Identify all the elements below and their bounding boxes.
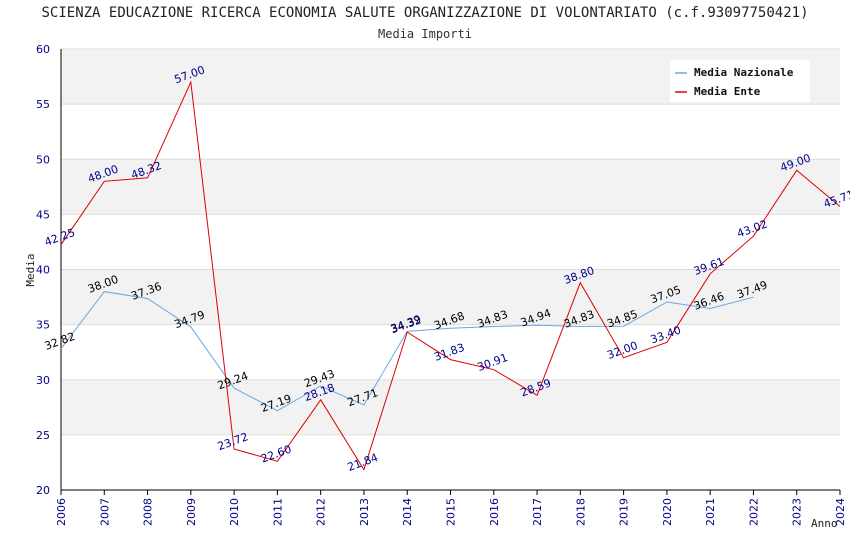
y-tick-label: 35 (36, 319, 50, 332)
y-tick-label: 55 (36, 98, 50, 111)
x-tick-label: 2013 (358, 498, 371, 526)
chart-subtitle: Media Importi (378, 27, 472, 41)
x-tick-label: 2012 (315, 498, 328, 526)
chart-title: SCIENZA EDUCAZIONE RICERCA ECONOMIA SALU… (41, 5, 809, 21)
legend-box (670, 60, 810, 102)
x-tick-label: 2022 (747, 498, 760, 526)
x-tick-labels: 2006 2007 2008 2009 2010 2011 2012 2013 2014 2015… (55, 498, 847, 526)
grid-band (61, 379, 840, 435)
x-tick-label: 2010 (228, 498, 241, 526)
x-tick-label: 2023 (791, 498, 804, 526)
x-tick-label: 2011 (271, 498, 284, 526)
grid-band (61, 269, 840, 325)
y-tick-label: 40 (36, 264, 50, 277)
x-tick-label: 2006 (55, 498, 68, 526)
x-tick-label: 2020 (661, 498, 674, 526)
x-tick-label: 2015 (445, 498, 458, 526)
x-tick-label: 2024 (834, 498, 847, 526)
x-tick-label: 2016 (488, 498, 501, 526)
series-line-1 (60, 80, 841, 471)
series-lines (60, 80, 841, 471)
grid-bands (61, 49, 840, 435)
y-tick-label: 25 (36, 429, 50, 442)
x-axis-label: Anno (811, 517, 838, 530)
legend: Media Nazionale Media Ente (670, 60, 810, 102)
series-line-0 (60, 291, 754, 412)
data-label: 30.91 (476, 351, 510, 374)
y-tick-labels: 20 25 30 35 40 45 50 55 60 (36, 43, 50, 497)
y-tick-label: 20 (36, 484, 50, 497)
x-tick-label: 2014 (401, 498, 414, 526)
axes (60, 49, 841, 495)
x-tick-label: 2021 (704, 498, 717, 526)
legend-entry: Media Ente (694, 85, 761, 98)
data-label: 22.60 (259, 443, 293, 466)
x-tick-label: 2008 (142, 498, 155, 526)
grid-band (61, 159, 840, 215)
x-tick-label: 2009 (185, 498, 198, 526)
legend-entry: Media Nazionale (694, 66, 794, 79)
x-tick-label: 2019 (618, 498, 631, 526)
y-tick-label: 50 (36, 153, 50, 166)
y-axis-label: Media (24, 253, 37, 286)
x-tick-label: 2017 (531, 498, 544, 526)
data-label: 31.83 (432, 341, 466, 364)
y-tick-label: 30 (36, 374, 50, 387)
y-tick-label: 60 (36, 43, 50, 56)
data-label: 32.00 (605, 339, 639, 362)
data-label: 42.25 (43, 226, 77, 249)
data-label: 21.84 (346, 451, 380, 474)
y-tick-label: 45 (36, 208, 50, 221)
x-tick-label: 2007 (98, 498, 111, 526)
data-label: 32.82 (43, 330, 77, 353)
x-tick-label: 2018 (574, 498, 587, 526)
